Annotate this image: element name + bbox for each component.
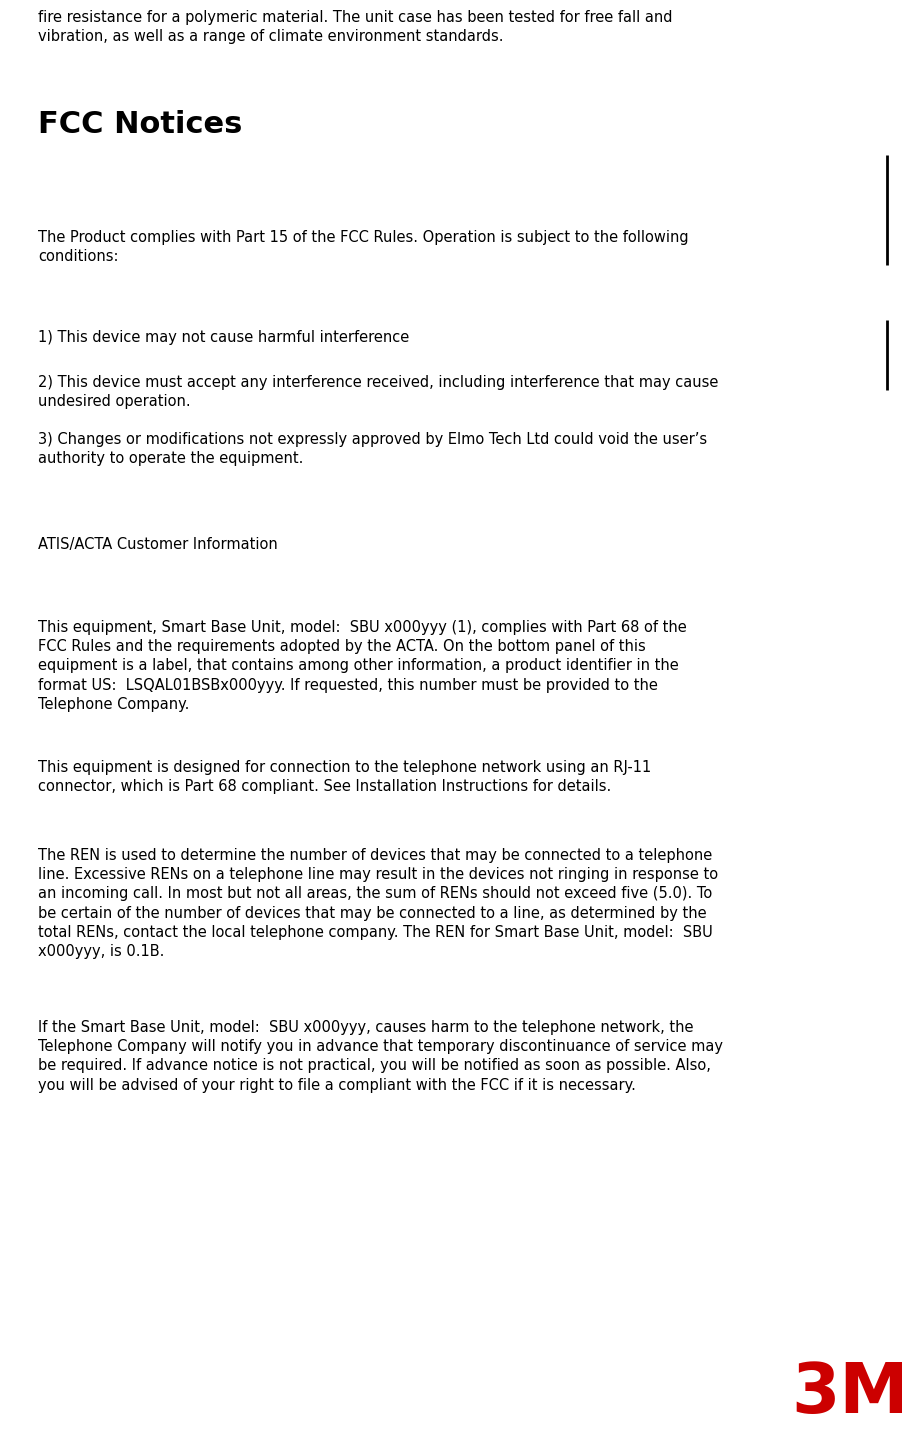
Text: 3M: 3M — [790, 1360, 902, 1427]
Text: This equipment, Smart Base Unit, model:  SBU x000yyy (1), complies with Part 68 : This equipment, Smart Base Unit, model: … — [38, 620, 686, 712]
Text: 1) This device may not cause harmful interference: 1) This device may not cause harmful int… — [38, 330, 409, 345]
Text: FCC Notices: FCC Notices — [38, 111, 242, 139]
Text: The Product complies with Part 15 of the FCC Rules. Operation is subject to the : The Product complies with Part 15 of the… — [38, 230, 688, 264]
Text: If the Smart Base Unit, model:  SBU x000yyy, causes harm to the telephone networ: If the Smart Base Unit, model: SBU x000y… — [38, 1020, 723, 1093]
Text: ATIS/ACTA Customer Information: ATIS/ACTA Customer Information — [38, 537, 278, 551]
Text: fire resistance for a polymeric material. The unit case has been tested for free: fire resistance for a polymeric material… — [38, 10, 672, 45]
Text: This equipment is designed for connection to the telephone network using an RJ-1: This equipment is designed for connectio… — [38, 760, 650, 794]
Text: The REN is used to determine the number of devices that may be connected to a te: The REN is used to determine the number … — [38, 849, 717, 959]
Text: 2) This device must accept any interference received, including interference tha: 2) This device must accept any interfere… — [38, 375, 718, 409]
Text: 3) Changes or modifications not expressly approved by Elmo Tech Ltd could void t: 3) Changes or modifications not expressl… — [38, 432, 706, 467]
